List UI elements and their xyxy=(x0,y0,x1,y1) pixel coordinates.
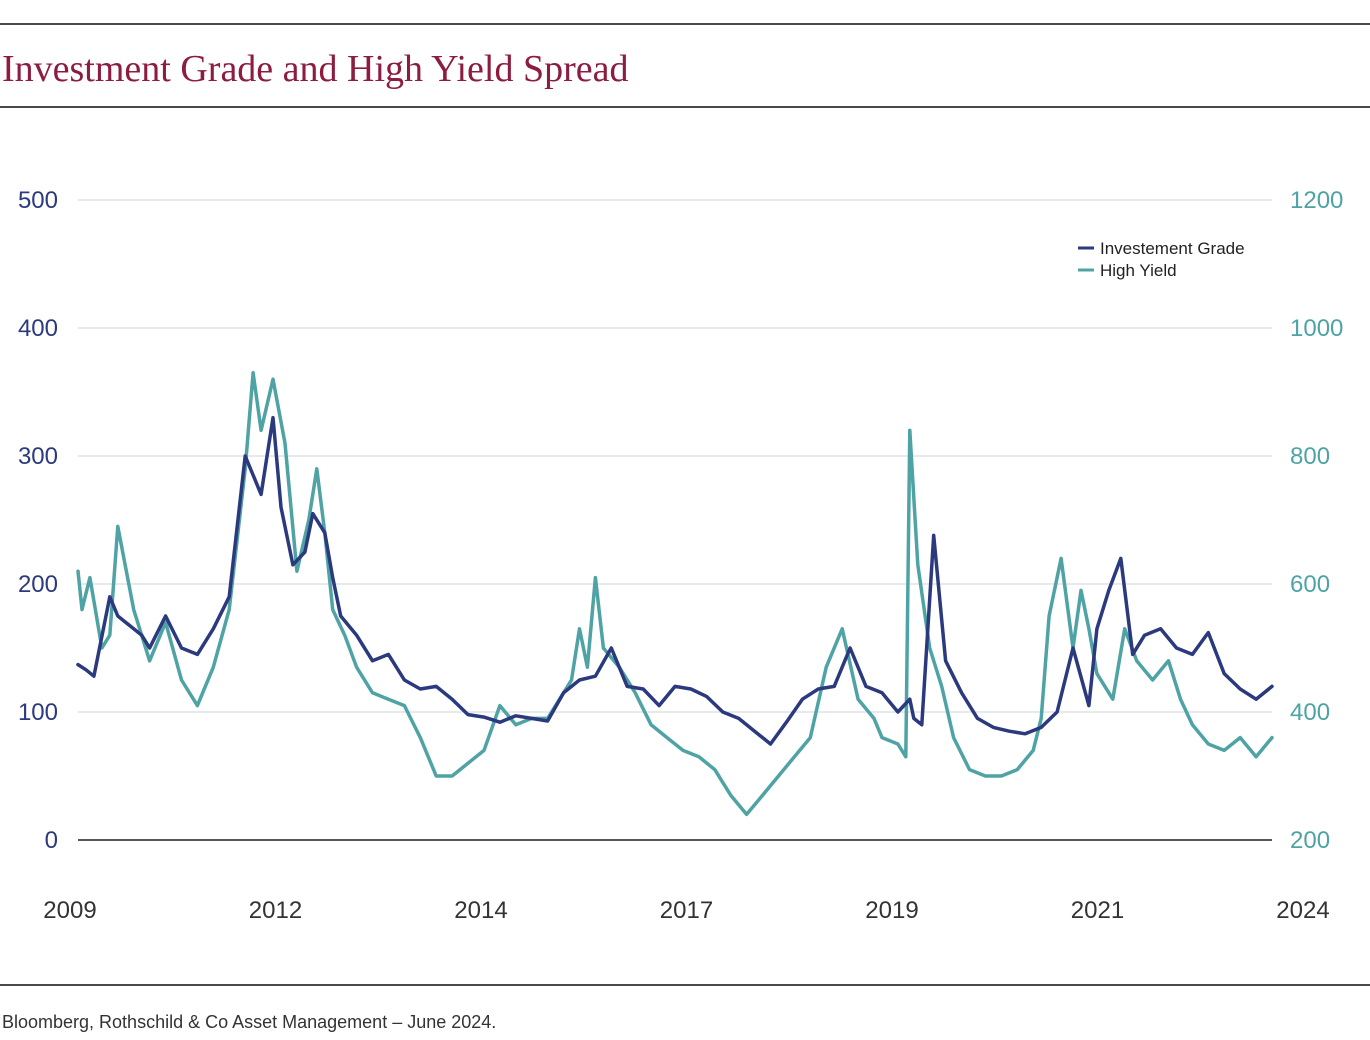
series-line-high-yield xyxy=(76,371,1274,817)
title-rule xyxy=(0,106,1370,108)
page-title: Investment Grade and High Yield Spread xyxy=(2,48,629,90)
source-note: Bloomberg, Rothschild & Co Asset Managem… xyxy=(2,1012,497,1032)
right-tick-label: 800 xyxy=(1290,443,1330,470)
x-tick-label: 2019 xyxy=(865,897,918,924)
legend-label: High Yield xyxy=(1100,261,1177,280)
legend-label: Investement Grade xyxy=(1100,239,1245,258)
left-tick-label: 500 xyxy=(18,187,58,214)
spread-chart: 0 100 200 300 400 500 200 400 600 800 1000 1200 20… xyxy=(18,187,1343,924)
left-tick-label: 0 xyxy=(45,827,58,854)
right-tick-label: 1000 xyxy=(1290,315,1343,342)
x-tick-label: 2017 xyxy=(660,897,713,924)
right-tick-label: 600 xyxy=(1290,571,1330,598)
x-tick-label: 2009 xyxy=(43,897,96,924)
left-y-axis: 0 100 200 300 400 500 xyxy=(18,187,58,854)
x-tick-label: 2021 xyxy=(1071,897,1124,924)
left-tick-label: 400 xyxy=(18,315,58,342)
series-line-investment-grade xyxy=(76,415,1274,746)
x-tick-label: 2024 xyxy=(1276,897,1329,924)
right-y-axis: 200 400 600 800 1000 1200 xyxy=(1290,187,1343,854)
x-tick-label: 2012 xyxy=(249,897,302,924)
gridlines xyxy=(78,199,1272,713)
x-tick-label: 2014 xyxy=(454,897,507,924)
right-tick-label: 1200 xyxy=(1290,187,1343,214)
x-axis: 2009 2012 2014 2017 2019 2021 2024 xyxy=(43,839,1330,924)
right-tick-label: 200 xyxy=(1290,827,1330,854)
left-tick-label: 100 xyxy=(18,699,58,726)
top-rule xyxy=(0,23,1370,25)
chart-legend: Investement Grade High Yield xyxy=(1078,239,1245,280)
series-lines xyxy=(76,371,1274,817)
bottom-rule xyxy=(0,984,1370,986)
left-tick-label: 300 xyxy=(18,443,58,470)
left-tick-label: 200 xyxy=(18,571,58,598)
right-tick-label: 400 xyxy=(1290,699,1330,726)
